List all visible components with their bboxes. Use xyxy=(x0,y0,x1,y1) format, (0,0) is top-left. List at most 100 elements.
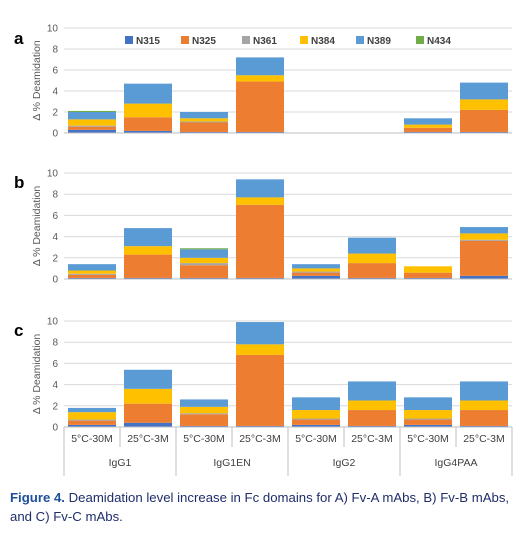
legend-label-n434: N434 xyxy=(427,36,451,47)
bar-segment-n389 xyxy=(404,118,452,125)
bar-segment-n384 xyxy=(124,246,172,255)
x-tick-label-condition: 5°C-30M xyxy=(295,433,337,445)
bar-segment-n384 xyxy=(124,103,172,118)
bar-segment-n325 xyxy=(404,419,452,425)
legend-swatch-n315 xyxy=(125,36,133,44)
x-tick-label-condition: 5°C-30M xyxy=(407,433,449,445)
bar-segment-n315 xyxy=(180,131,228,133)
legend-label-n325: N325 xyxy=(192,36,216,47)
bar-segment-n389 xyxy=(348,381,396,401)
y-tick-label: 6 xyxy=(52,359,58,370)
bar-segment-n361 xyxy=(180,121,228,123)
bar-segment-n315 xyxy=(236,277,284,279)
y-axis-label: Δ % Deamidation xyxy=(31,40,43,121)
bar-segment-n315 xyxy=(180,277,228,279)
y-tick-label: 8 xyxy=(52,190,58,201)
bar-segment-n389 xyxy=(236,57,284,76)
bar-segment-n315 xyxy=(292,424,340,427)
bar-segment-n389 xyxy=(460,227,508,234)
bar-segment-n384 xyxy=(180,406,228,414)
bar-segment-n315 xyxy=(404,277,452,279)
bar-segment-n315 xyxy=(236,425,284,427)
legend-swatch-n384 xyxy=(300,36,308,44)
bar-segment-n389 xyxy=(180,249,228,258)
bar-segment-n315 xyxy=(180,425,228,427)
legend-swatch-n325 xyxy=(181,36,189,44)
x-tick-label-condition: 25°C-3M xyxy=(463,433,505,445)
y-tick-label: 0 xyxy=(52,129,58,140)
bar-segment-n389 xyxy=(180,399,228,407)
bar-segment-n325 xyxy=(404,272,452,278)
bar-segment-n384 xyxy=(348,400,396,411)
bar-segment-n389 xyxy=(236,179,284,198)
legend-label-n361: N361 xyxy=(253,36,277,47)
panel-label: b xyxy=(14,173,24,192)
bar-segment-n384 xyxy=(460,99,508,110)
bar-segment-n384 xyxy=(68,412,116,420)
bar-segment-n384 xyxy=(292,268,340,272)
bar-segment-n325 xyxy=(236,354,284,426)
bar-segment-n315 xyxy=(68,277,116,279)
bar-segment-n389 xyxy=(124,83,172,104)
bar-segment-n384 xyxy=(180,118,228,122)
y-tick-label: 6 xyxy=(52,211,58,222)
x-tick-label-condition: 25°C-3M xyxy=(351,433,393,445)
bar-segment-n361 xyxy=(292,418,340,420)
y-tick-label: 4 xyxy=(52,87,58,98)
bar-segment-n384 xyxy=(348,253,396,264)
bar-segment-n325 xyxy=(124,254,172,278)
bar-segment-n384 xyxy=(404,124,452,128)
bar-segment-n325 xyxy=(236,204,284,278)
caption-text: Deamidation level increase in Fc domains… xyxy=(10,490,510,524)
y-tick-label: 4 xyxy=(52,380,58,391)
bar-segment-n325 xyxy=(68,420,116,425)
y-tick-label: 10 xyxy=(47,24,59,35)
y-tick-label: 2 xyxy=(52,108,58,119)
bar-segment-n325 xyxy=(124,403,172,423)
y-tick-label: 8 xyxy=(52,338,58,349)
panel-label: c xyxy=(14,321,23,340)
bar-segment-n389 xyxy=(68,112,116,120)
x-axis-categories: 5°C-30M 25°C-3M 5°C-30M 25°C-3M 5°C-30M 25°C-… xyxy=(63,427,513,476)
y-tick-label: 8 xyxy=(52,45,58,56)
bar-segment-n384 xyxy=(404,410,452,419)
bar-segment-n384 xyxy=(236,197,284,205)
bar-segment-n389 xyxy=(124,369,172,389)
bar-segment-n389 xyxy=(348,237,396,254)
panel-a: 0 2 4 6 8 10 Δ % Deamidation a xyxy=(14,24,512,140)
bar-segment-n325 xyxy=(460,410,508,426)
bar-segment-n389 xyxy=(180,112,228,119)
chart-panels: 0 2 4 6 8 10 Δ % Deamidation a 0 2 4 6 8 10 Δ % Deamid… xyxy=(14,24,512,434)
bar-segment-n389 xyxy=(292,397,340,411)
figure-caption: Figure 4. Deamidation level increase in … xyxy=(10,488,516,526)
bar-segment-n361 xyxy=(180,263,228,266)
bar-segment-n384 xyxy=(460,233,508,240)
bar-segment-n325 xyxy=(292,272,340,276)
bar-segment-n361 xyxy=(68,419,116,421)
bar-segment-n361 xyxy=(68,125,116,127)
x-tick-label-condition: 5°C-30M xyxy=(71,433,113,445)
y-axis-label: Δ % Deamidation xyxy=(31,186,43,267)
legend-label-n389: N389 xyxy=(367,36,391,47)
bar-segment-n389 xyxy=(404,397,452,411)
y-tick-label: 6 xyxy=(52,66,58,77)
bar-segment-n384 xyxy=(236,75,284,82)
x-tick-label-condition: 5°C-30M xyxy=(183,433,225,445)
bar-segment-n315 xyxy=(460,275,508,279)
bar-segment-n315 xyxy=(460,131,508,133)
bar-segment-n325 xyxy=(180,265,228,278)
bar-segment-n315 xyxy=(124,277,172,279)
x-group-label: IgG2 xyxy=(333,457,356,469)
bar-segment-n389 xyxy=(460,381,508,401)
bar-segment-n325 xyxy=(236,81,284,132)
bar-segment-n389 xyxy=(68,407,116,413)
y-axis-label: Δ % Deamidation xyxy=(31,334,43,415)
legend-label-n315: N315 xyxy=(136,36,160,47)
y-tick-label: 4 xyxy=(52,232,58,243)
bar-segment-n389 xyxy=(68,264,116,271)
bar-segment-n315 xyxy=(124,422,172,427)
legend-label-n384: N384 xyxy=(311,36,335,47)
y-tick-label: 2 xyxy=(52,253,58,264)
bar-segment-n325 xyxy=(348,263,396,278)
bar-segment-n361 xyxy=(404,418,452,420)
